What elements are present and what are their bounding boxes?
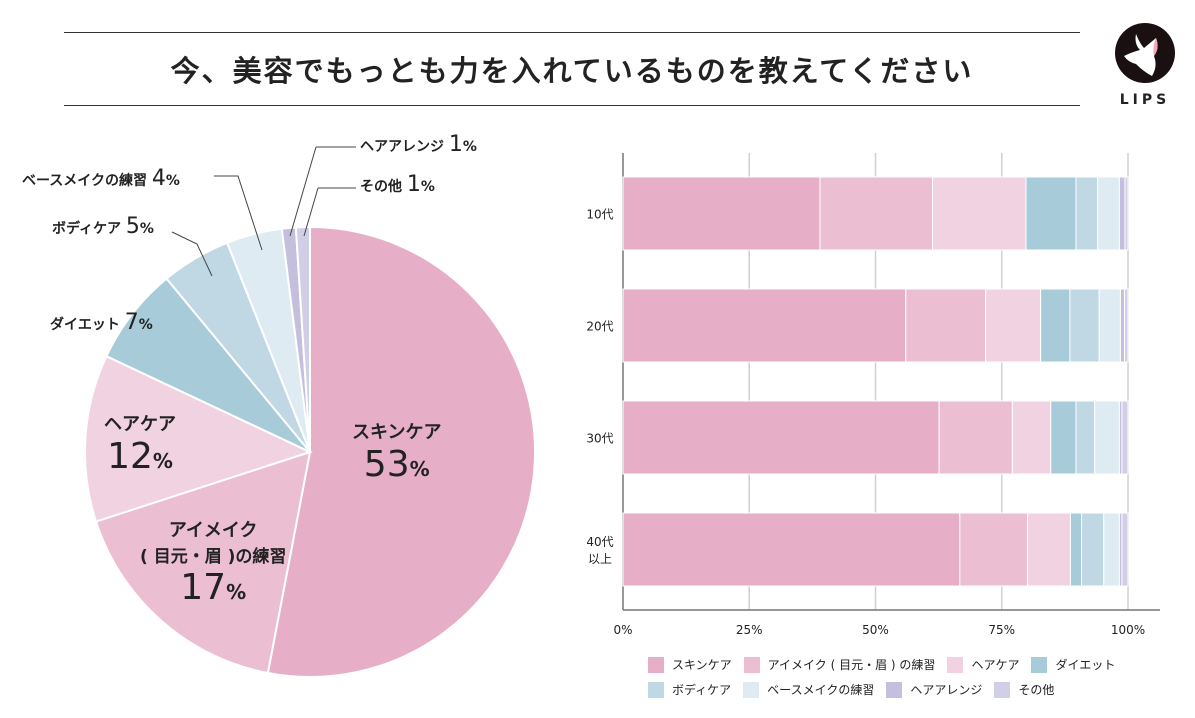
category-label: 以上 (588, 552, 612, 566)
legend-item: ヘアケア (947, 656, 1019, 673)
leader-line (289, 146, 317, 237)
chart-title: 今、美容でもっとも力を入れているものを教えてください (64, 32, 1080, 106)
legend-swatch (743, 681, 760, 698)
x-tick-label: 50% (862, 623, 889, 637)
label-base: ベースメイクの練習 4% (22, 166, 180, 191)
legend-label: その他 (1018, 683, 1055, 697)
legend-swatch (743, 656, 760, 673)
bar-segment-base (1098, 288, 1121, 363)
bar-segment-skincare (622, 288, 907, 363)
bar-segment-body (1081, 512, 1105, 587)
bar-segment-body (1075, 400, 1096, 475)
bar-segment-eyemake (905, 288, 987, 363)
label-body: ボディケア 5% (52, 214, 154, 239)
logo-text: LIPS (1119, 92, 1171, 108)
legend-swatch (1031, 656, 1048, 673)
bar-segment-skincare (622, 176, 821, 251)
pie-slice-other (294, 225, 311, 453)
label-other: その他 1% (360, 172, 435, 197)
bar-segment-base (1094, 400, 1120, 475)
legend: スキンケア アイメイク ( 目元・眉 ) の練習 ヘアケア ダイエットボディケア ベース… (648, 656, 1168, 698)
bar-segment-other (1124, 176, 1129, 251)
legend-label: ボディケア (672, 683, 732, 697)
bar-segment-eyemake (938, 400, 1013, 475)
bar-segment-skincare (622, 512, 961, 587)
pie-slice-eyemake (94, 450, 312, 675)
legend-swatch (947, 656, 964, 673)
bar-segment-body (1075, 176, 1099, 251)
legend-item: ダイエット (1031, 656, 1115, 673)
label-eyemake: アイメイク ( 目元・眉 )の練習 17% (140, 520, 287, 608)
label-diet: ダイエット 7% (50, 310, 153, 335)
category-label: 20代 (586, 320, 613, 334)
legend-swatch (886, 681, 903, 698)
category-label: 10代 (586, 208, 613, 222)
legend-item: その他 (994, 681, 1054, 698)
bar-segment-eyemake (959, 512, 1029, 587)
legend-item: ヘアアレンジ (886, 681, 982, 698)
pie-slice-haircare (84, 354, 313, 523)
x-tick-label: 0% (613, 623, 632, 637)
legend-label: ダイエット (1055, 658, 1116, 672)
category-label: 30代 (586, 432, 613, 446)
bar-segment-haircare (1011, 400, 1052, 475)
bar-segment-other (1123, 288, 1129, 363)
legend-label: スキンケア (672, 658, 732, 672)
bar-segment-diet (1040, 288, 1071, 363)
bar-segment-haircare (985, 288, 1042, 363)
bar-segment-hairarrange (1118, 176, 1126, 251)
bar-segment-diet (1069, 512, 1083, 587)
legend-item: アイメイク ( 目元・眉 ) の練習 (743, 656, 936, 673)
leader-line (214, 175, 263, 251)
label-skincare: スキンケア 53% (352, 422, 442, 485)
legend-label: アイメイク ( 目元・眉 ) の練習 (767, 658, 936, 672)
category-label: 40代 (586, 535, 613, 549)
label-hairarrange: ヘアアレンジ 1% (360, 132, 477, 157)
bar-segment-base (1103, 512, 1120, 587)
bar-segment-diet (1025, 176, 1077, 251)
legend-label: ヘアアレンジ (910, 683, 983, 697)
bar-segment-body (1069, 288, 1100, 363)
bar-segment-haircare (932, 176, 1027, 251)
pie-slice-skincare (266, 225, 536, 678)
label-haircare: ヘアケア 12% (104, 414, 176, 477)
legend-item: スキンケア (648, 656, 732, 673)
x-tick-label: 75% (988, 623, 1015, 637)
bar-segment-other (1121, 512, 1129, 587)
bar-segment-skincare (622, 400, 940, 475)
leader-line (303, 187, 319, 237)
bar-segment-haircare (1027, 512, 1071, 587)
bar-segment-other (1121, 400, 1129, 475)
legend-label: ベースメイクの練習 (767, 683, 875, 697)
legend-swatch (994, 681, 1011, 698)
legend-swatch (648, 656, 664, 673)
bar-segment-hairarrange (1119, 288, 1125, 363)
legend-item: ボディケア (648, 681, 731, 698)
bar-segment-diet (1050, 400, 1077, 475)
legend-item: ベースメイクの練習 (743, 681, 874, 698)
deer-logo-icon (1115, 23, 1175, 83)
bar-segment-eyemake (819, 176, 934, 251)
legend-label: ヘアケア (971, 658, 1020, 672)
lips-logo: LIPS (1112, 22, 1178, 108)
pie-chart (84, 146, 536, 678)
leader-line (171, 231, 213, 277)
legend-swatch (648, 681, 664, 698)
bar-segment-base (1097, 176, 1120, 251)
x-tick-label: 25% (736, 623, 763, 637)
x-tick-label: 100% (1111, 623, 1145, 637)
